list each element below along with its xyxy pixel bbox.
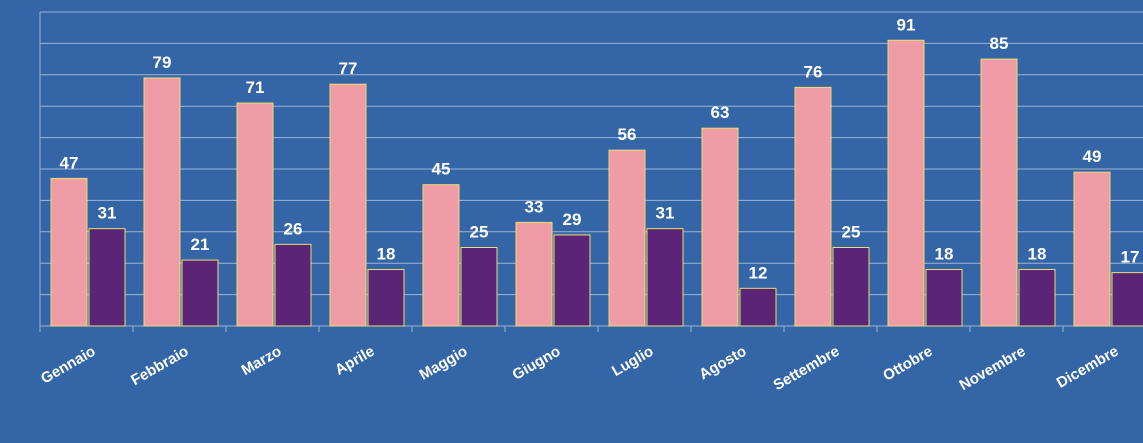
- x-tick-label: Marzo: [238, 343, 284, 379]
- data-label: 12: [749, 263, 768, 282]
- bar: [274, 243, 312, 327]
- data-label: 56: [618, 125, 637, 144]
- data-label: 91: [897, 15, 916, 34]
- x-tick-label: Agosto: [696, 343, 749, 384]
- x-tick-label: Febbraio: [128, 343, 191, 389]
- data-label: 18: [377, 244, 396, 263]
- data-label: 25: [842, 223, 861, 242]
- bar: [832, 247, 870, 327]
- data-label: 26: [284, 219, 303, 238]
- data-label: 18: [1028, 244, 1047, 263]
- bar: [1073, 171, 1111, 327]
- bar: [236, 102, 274, 327]
- data-label: 31: [98, 204, 117, 223]
- bar: [794, 86, 832, 327]
- bar: [701, 127, 739, 327]
- data-label: 45: [432, 160, 451, 179]
- data-label: 31: [656, 204, 675, 223]
- x-tick-label: Giugno: [510, 343, 564, 384]
- x-tick-label: Ottobre: [880, 343, 935, 385]
- x-tick-label: Maggio: [417, 343, 471, 384]
- data-label: 85: [990, 34, 1009, 53]
- data-label: 71: [246, 78, 265, 97]
- bar: [422, 184, 460, 327]
- data-label: 18: [935, 244, 954, 263]
- bar: [1111, 272, 1143, 327]
- bar: [1018, 268, 1056, 327]
- bar: [329, 83, 367, 327]
- bar: [181, 259, 219, 327]
- data-label: 49: [1083, 147, 1102, 166]
- x-tick-label: Aprile: [332, 343, 377, 379]
- data-label: 77: [339, 59, 358, 78]
- bar: [739, 287, 777, 327]
- data-label: 76: [804, 62, 823, 81]
- bar: [515, 221, 553, 327]
- x-tick-label: Settembre: [770, 343, 842, 394]
- data-label: 25: [470, 223, 489, 242]
- data-label: 47: [60, 153, 79, 172]
- data-label: 29: [563, 210, 582, 229]
- bar: [887, 39, 925, 327]
- bar: [646, 228, 684, 327]
- bar: [925, 268, 963, 327]
- bar: [553, 234, 591, 327]
- bar: [608, 149, 646, 327]
- bar: [980, 58, 1018, 327]
- bar: [367, 268, 405, 327]
- x-tick-label: Novembre: [956, 343, 1028, 394]
- bar: [143, 77, 181, 327]
- x-tick-label: Dicembre: [1054, 343, 1122, 392]
- bar: [50, 177, 88, 327]
- bar: [88, 228, 126, 327]
- bar: [460, 247, 498, 327]
- data-label: 63: [711, 103, 730, 122]
- data-label: 33: [525, 197, 544, 216]
- x-tick-label: Luglio: [609, 343, 656, 380]
- data-label: 79: [153, 53, 172, 72]
- data-label: 21: [191, 235, 210, 254]
- data-label: 17: [1121, 248, 1140, 267]
- x-tick-label: Gennaio: [38, 343, 98, 388]
